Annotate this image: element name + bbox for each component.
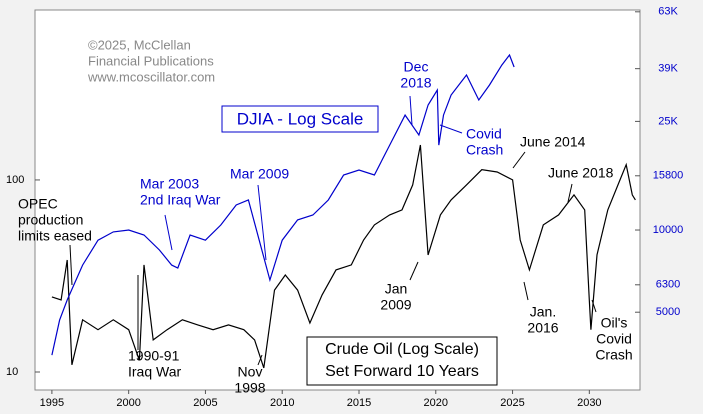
y2-tick-label: 5000 [656, 306, 680, 318]
annotation: Covid [596, 331, 632, 347]
annotation: limits eased [18, 228, 92, 244]
pointer [523, 281, 529, 301]
y2-tick-label: 25K [658, 115, 678, 127]
series-line [51, 144, 636, 369]
pointer [439, 124, 463, 134]
copyright: www.mcoscillator.com [87, 69, 215, 84]
series-line [51, 53, 515, 356]
x-tick-label: 1995 [40, 397, 64, 409]
x-tick-label: 2000 [116, 397, 140, 409]
annotation: 2018 [400, 75, 431, 91]
annotation: Mar 2003 [140, 176, 199, 192]
annotation: June 2018 [548, 165, 614, 181]
annotation: Nov [238, 364, 263, 380]
x-tick-label: 2015 [347, 397, 371, 409]
annotation: 2nd Iraq War [140, 192, 221, 208]
x-tick-label: 2020 [424, 397, 448, 409]
x-tick-label: 2030 [577, 397, 601, 409]
y2-tick-label: 6300 [656, 279, 680, 291]
copyright: Financial Publications [88, 53, 214, 68]
pointer [591, 299, 597, 313]
y-tick-label: 10 [6, 366, 18, 378]
annotation: Dec [404, 59, 429, 75]
y2-tick-label: 15800 [653, 170, 684, 182]
annotation: Jan [385, 281, 408, 297]
annotation: 2009 [380, 297, 411, 313]
annotation: Jan. [530, 304, 556, 320]
annotation: OPEC [18, 196, 58, 212]
annotation: Covid [466, 126, 502, 142]
pointer [567, 183, 573, 203]
pointer [257, 354, 263, 366]
annotation: 2016 [527, 320, 558, 336]
y2-tick-label: 63K [658, 6, 678, 18]
pointer [164, 214, 173, 251]
djia-label: DJIA - Log Scale [237, 109, 364, 128]
oil-box [306, 336, 498, 386]
x-tick-label: 2010 [270, 397, 294, 409]
annotation: June 2014 [520, 134, 586, 150]
oil-label: Set Forward 10 Years [325, 363, 479, 380]
pointer [409, 261, 419, 281]
annotation: Crash [466, 142, 503, 158]
annotation: 1990-91 [128, 348, 180, 364]
copyright: ©2025, McClellan [88, 37, 191, 52]
plot-area [34, 9, 641, 391]
annotation: Iraq War [128, 364, 181, 380]
pointer [409, 95, 413, 126]
annotation: Mar 2009 [230, 166, 289, 182]
x-tick-label: 2005 [193, 397, 217, 409]
annotation: production [18, 212, 83, 228]
annotation: Oil's [601, 315, 628, 331]
y-tick-label: 100 [6, 174, 24, 186]
y2-tick-label: 39K [658, 63, 678, 75]
annotation: Crash [595, 347, 632, 363]
pointer [512, 151, 526, 169]
pointer [69, 244, 73, 286]
y2-tick-label: 10000 [653, 224, 684, 236]
oil-label: Crude Oil (Log Scale) [325, 341, 479, 358]
pointer [257, 184, 267, 261]
x-tick-label: 2025 [500, 397, 524, 409]
annotation: 1998 [234, 380, 265, 396]
djia-box [221, 105, 379, 133]
